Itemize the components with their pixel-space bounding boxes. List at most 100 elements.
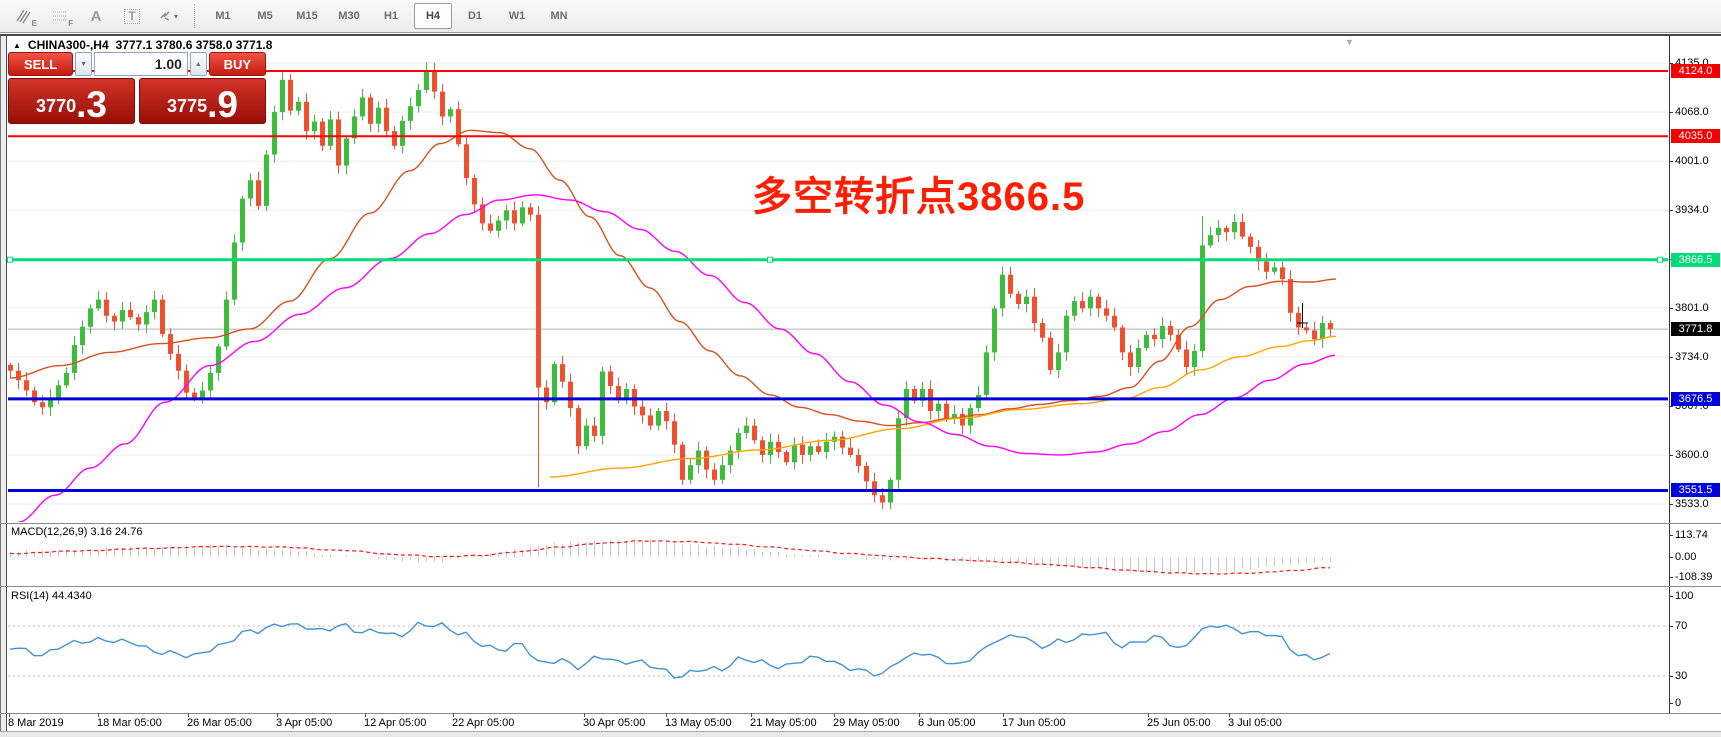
rsi-indicator-pane[interactable]: [0, 588, 1669, 712]
candle-body: [824, 441, 829, 453]
timeframe-button-M30[interactable]: M30: [338, 10, 360, 22]
timeframe-button-M15[interactable]: M15: [296, 10, 318, 22]
candle-body: [872, 481, 877, 496]
timeframe-button-M5[interactable]: M5: [257, 10, 273, 22]
candle-body: [1104, 308, 1109, 316]
chart-window-top-border: [0, 34, 1721, 36]
price-tick-label: 3600.0: [1675, 449, 1709, 461]
volume-increase-button[interactable]: ▲: [189, 52, 207, 76]
pane-separator-rsi[interactable]: [0, 586, 1721, 587]
volume-decrease-button[interactable]: ▼: [75, 52, 92, 76]
objects-icon: [160, 11, 170, 21]
trade-panel-controls: SELL ▼ ▲ BUY: [8, 52, 266, 76]
candle-body: [608, 371, 613, 387]
trade-panel-toggle-icon[interactable]: ▼: [1345, 37, 1354, 47]
candle-body: [736, 432, 741, 451]
price-tick-mark: [1669, 308, 1673, 309]
candle-body: [440, 91, 445, 117]
candle-body: [1328, 323, 1333, 329]
candle-body: [1016, 293, 1021, 305]
pane-separator-timeaxis: [0, 713, 1721, 714]
label-tool-icon: A: [90, 7, 102, 25]
chart-annotation-text[interactable]: 多空转折点3866.5: [752, 175, 1086, 219]
candle-body: [408, 106, 413, 121]
candle-body: [64, 372, 69, 386]
buy-price-dec: .9: [207, 83, 238, 125]
main-price-chart[interactable]: [0, 36, 1669, 522]
buy-button[interactable]: BUY: [208, 52, 266, 76]
timeframe-button-D1[interactable]: D1: [467, 10, 483, 22]
timeframe-button-H1[interactable]: H1: [383, 10, 399, 22]
timeframe-button-MN[interactable]: MN: [550, 10, 568, 22]
macd-indicator-pane[interactable]: [0, 525, 1669, 585]
rsi-tick-mark: [1669, 626, 1673, 627]
candle-body: [152, 299, 157, 313]
candle-body: [488, 223, 493, 231]
rsi-line: [9, 621, 1331, 679]
candle-body: [520, 207, 525, 224]
candle-body: [344, 138, 349, 166]
timeframe-button-H4[interactable]: H4: [414, 3, 452, 29]
candle-body: [1032, 296, 1037, 324]
price-tick-mark: [1669, 406, 1673, 407]
window-bottom-strip: [0, 731, 1721, 737]
candle-body: [656, 410, 661, 426]
time-tick-mark: [1003, 713, 1004, 717]
time-tick-mark: [188, 713, 189, 717]
timeframe-button-M1[interactable]: M1: [215, 10, 231, 22]
grid-tool-icon[interactable]: F: [44, 2, 76, 30]
arrow-down-icon: ▼: [80, 60, 87, 68]
collapse-triangle-icon[interactable]: ▲: [13, 40, 21, 50]
candle-body: [384, 107, 389, 132]
candle-body: [600, 371, 605, 436]
toolbar-separator: [194, 4, 196, 28]
sell-price-int: 3770: [36, 96, 77, 116]
candle-body: [1152, 334, 1157, 340]
ohlc-values: 3777.1 3780.6 3758.0 3771.8: [115, 38, 273, 52]
candle-body: [832, 436, 837, 442]
candle-body: [312, 121, 317, 132]
buy-price-display[interactable]: 3775 .9: [139, 78, 266, 124]
candle-body: [976, 394, 981, 409]
candle-body: [1272, 267, 1277, 272]
candle-body: [240, 198, 245, 243]
time-tick-mark: [1229, 713, 1230, 717]
candle-body: [80, 326, 85, 346]
candle-body: [848, 447, 853, 455]
objects-dropdown-button[interactable]: ▾: [152, 2, 184, 30]
candle-body: [984, 352, 989, 395]
time-tick-mark: [453, 713, 454, 717]
candle-body: [120, 309, 125, 322]
candle-body: [512, 210, 517, 224]
time-axis-label: 22 Apr 05:00: [452, 717, 515, 729]
macd-tick-mark: [1669, 557, 1673, 558]
time-axis-label: 6 Jun 05:00: [918, 717, 976, 729]
grid-icon: [53, 11, 66, 21]
time-axis-label: 17 Jun 05:00: [1002, 717, 1066, 729]
candle-body: [688, 465, 693, 480]
expert-draw-tool-icon[interactable]: E: [8, 2, 40, 30]
candle-body: [200, 390, 205, 398]
candle-body: [280, 79, 285, 113]
sell-button[interactable]: SELL: [8, 52, 74, 76]
time-axis-label: 26 Mar 05:00: [187, 717, 252, 729]
timeframe-button-W1[interactable]: W1: [508, 10, 526, 22]
price-tick-mark: [1669, 357, 1673, 358]
candle-body: [792, 444, 797, 463]
candle-body: [88, 308, 93, 327]
candle-body: [720, 465, 725, 480]
trade-panel-prices: 3770 .3 3775 .9: [8, 78, 266, 124]
candle-body: [912, 389, 917, 401]
sell-price-display[interactable]: 3770 .3: [8, 78, 135, 124]
candle-body: [744, 425, 749, 433]
candle-body: [1304, 327, 1309, 331]
pane-separator-macd[interactable]: [0, 523, 1721, 524]
candle-body: [136, 317, 141, 325]
text-tool-button[interactable]: T: [116, 2, 148, 30]
label-tool-button[interactable]: A: [80, 2, 112, 30]
rsi-axis-label: 0: [1675, 697, 1682, 709]
candle-body: [496, 220, 501, 231]
volume-input[interactable]: [93, 52, 188, 76]
candle-body: [880, 495, 885, 503]
